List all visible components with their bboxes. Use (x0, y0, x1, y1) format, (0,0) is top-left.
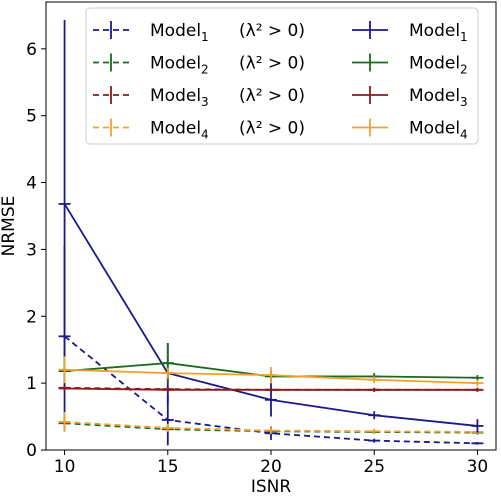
legend-entry: Model4 (λ² > 0) (93, 118, 305, 142)
legend-entry: Model1 (λ² > 0) (93, 21, 305, 44)
y-axis-label: NRMSE (0, 196, 19, 257)
legend-label: Model1 (150, 21, 209, 44)
legend-label-subscript: 2 (201, 63, 209, 77)
legend-label-condition: (λ² > 0) (239, 119, 305, 139)
legend-label-name: Model (150, 21, 201, 41)
legend-label-name: Model (409, 86, 460, 106)
legend-entry: Model2 (352, 53, 468, 77)
y-tick-label: 2 (26, 307, 37, 327)
legend-entry: Model2 (λ² > 0) (93, 53, 305, 77)
legend-label-subscript: 2 (460, 63, 468, 77)
legend-label-subscript: 4 (201, 128, 209, 142)
legend-label-condition: (λ² > 0) (239, 86, 305, 106)
legend-label-subscript: 4 (460, 128, 468, 142)
y-tick-label: 1 (26, 374, 37, 394)
series-solid-model-3 (58, 385, 484, 392)
y-tick-label: 6 (26, 40, 37, 60)
legend-label-name: Model (150, 119, 201, 139)
legend-label-subscript: 1 (460, 30, 468, 44)
legend-entry: Model4 (352, 118, 468, 142)
legend-label-name: Model (150, 86, 201, 106)
legend-entry: Model3 (352, 86, 468, 109)
y-tick-label: 4 (26, 174, 37, 194)
legend-label: Model3 (150, 86, 209, 109)
plot-frame (45, 1, 497, 451)
legend-label-subscript: 1 (201, 30, 209, 44)
legend-label: Model1 (409, 21, 468, 44)
legend-label-name: Model (409, 119, 460, 139)
series-line (64, 335, 478, 445)
x-tick-label: 10 (54, 457, 76, 477)
x-tick-label: 25 (363, 457, 385, 477)
legend-entry: Model1 (352, 21, 468, 44)
series-dashed-model-4 (58, 411, 484, 434)
legend-label-subscript: 3 (201, 95, 209, 109)
legend-label-subscript: 3 (460, 95, 468, 109)
legend-box (85, 7, 479, 145)
legend-label: Model3 (409, 86, 468, 109)
legend-label: Model4 (409, 119, 468, 142)
x-tick-label: 30 (467, 457, 489, 477)
legend-label: Model4 (150, 119, 209, 142)
legend-label: Model2 (409, 54, 468, 77)
axis-ticks: 10 15 20 25 30 0 1 2 3 4 5 6 (26, 40, 488, 477)
series-group (58, 20, 484, 446)
legend-label-name: Model (409, 21, 460, 41)
legend-label-name: Model (409, 54, 460, 74)
series-solid-model-4 (58, 356, 484, 387)
x-tick-label: 20 (260, 457, 282, 477)
y-tick-label: 0 (26, 441, 37, 461)
series-solid-model-1 (58, 20, 484, 433)
x-axis-label: ISNR (251, 477, 292, 497)
legend-label: Model2 (150, 54, 209, 77)
legend-entry: Model3 (λ² > 0) (93, 86, 305, 109)
x-tick-label: 15 (157, 457, 179, 477)
series-line (64, 421, 478, 433)
legend-label-condition: (λ² > 0) (239, 54, 305, 74)
y-tick-label: 3 (26, 240, 37, 260)
legend-label-condition: (λ² > 0) (239, 21, 305, 41)
y-tick-label: 5 (26, 107, 37, 127)
legend-label-name: Model (150, 54, 201, 74)
legend: Model1 (λ² > 0)Model2 (λ² > 0)Model3 (λ² > … (85, 7, 479, 145)
